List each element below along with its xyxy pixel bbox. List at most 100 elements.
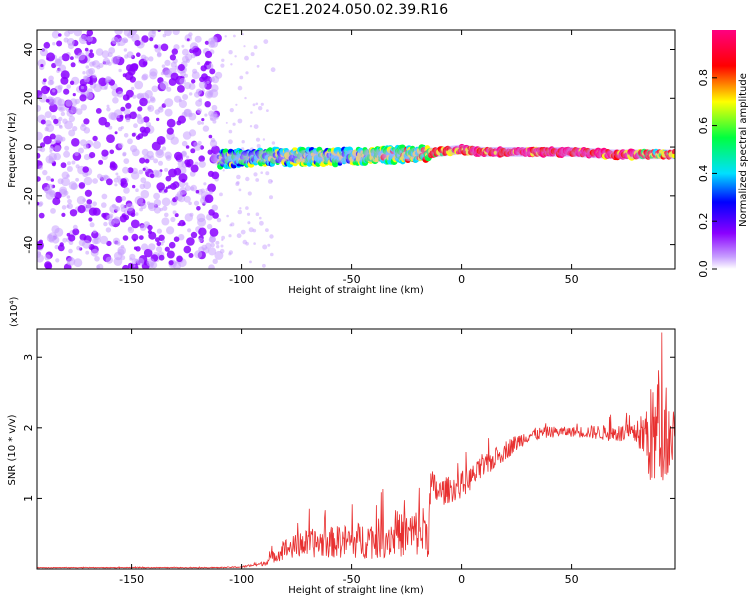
noise-blob — [247, 191, 252, 196]
noise-blob — [89, 61, 95, 67]
noise-blob — [225, 121, 228, 124]
noise-blob — [140, 119, 145, 123]
noise-blob — [228, 250, 233, 255]
noise-blob — [208, 264, 215, 269]
noise-blob — [85, 65, 90, 69]
noise-blob — [267, 243, 271, 247]
noise-blob — [70, 56, 74, 60]
noise-blob — [72, 93, 76, 97]
noise-blob — [156, 182, 165, 191]
noise-blob — [80, 34, 88, 42]
noise-blob — [58, 64, 67, 73]
noise-blob — [130, 219, 140, 229]
noise-blob — [237, 118, 243, 124]
snr-panel: -150 -100 -50 0 50 1 2 3 Height of straight li… — [7, 296, 676, 596]
noise-blob — [52, 42, 56, 46]
noise-blob — [126, 51, 134, 59]
noise-blob — [157, 52, 162, 57]
noise-blob — [123, 133, 129, 138]
noise-blob — [177, 85, 185, 93]
noise-blob — [49, 79, 55, 85]
noise-blob — [111, 56, 120, 65]
noise-blob — [134, 196, 144, 205]
noise-blob — [164, 98, 174, 108]
noise-blob — [141, 35, 149, 43]
noise-blob — [86, 35, 93, 43]
noise-blob — [67, 199, 72, 204]
noise-blob — [149, 155, 155, 161]
noise-blob — [247, 221, 251, 225]
noise-blob — [204, 50, 213, 59]
noise-blob — [136, 93, 142, 99]
y-tick-label: -20 — [22, 187, 35, 205]
spectrogram-frame — [36, 29, 676, 270]
noise-blob — [83, 154, 91, 161]
noise-blob — [163, 189, 168, 193]
x-tick-label: -150 — [119, 273, 144, 286]
noise-blob — [47, 97, 57, 106]
noise-blob — [200, 188, 205, 193]
noise-blob — [120, 244, 125, 249]
noise-blob — [212, 258, 218, 264]
noise-blob — [204, 194, 214, 203]
noise-blob — [85, 250, 90, 255]
noise-blob — [83, 76, 90, 83]
noise-blob — [130, 86, 135, 91]
noise-blob — [104, 86, 108, 90]
noise-blob — [196, 108, 202, 114]
noise-blob — [208, 247, 217, 256]
noise-blob — [123, 108, 131, 115]
noise-blob — [172, 30, 180, 36]
noise-blob — [250, 52, 255, 57]
noise-blob — [131, 233, 139, 241]
noise-blob — [211, 171, 220, 180]
noise-blob — [124, 71, 134, 81]
noise-blob — [239, 75, 244, 80]
noise-blob — [54, 145, 61, 153]
noise-blob — [73, 30, 82, 37]
noise-blob — [70, 62, 76, 68]
noise-blob — [172, 210, 177, 215]
noise-blob — [109, 149, 115, 155]
noise-blob — [111, 36, 119, 45]
noise-blob — [125, 102, 132, 109]
noise-blob — [108, 219, 115, 227]
noise-blob — [164, 212, 169, 218]
noise-blob — [139, 207, 144, 212]
noise-blob — [66, 109, 74, 117]
noise-blob — [186, 159, 194, 166]
noise-blob — [115, 172, 119, 176]
noise-blob — [178, 98, 182, 102]
x-tick-label: -150 — [119, 573, 144, 586]
noise-blob — [64, 145, 70, 151]
noise-blob — [176, 255, 183, 263]
noise-blob — [78, 182, 86, 189]
noise-blob — [137, 106, 143, 112]
noise-blob — [118, 126, 123, 132]
noise-blob — [81, 123, 85, 127]
noise-blob — [75, 108, 83, 115]
noise-blob — [191, 71, 200, 80]
noise-blob — [115, 195, 123, 203]
noise-blob — [86, 30, 94, 37]
noise-blob — [229, 108, 234, 113]
noise-blob — [179, 77, 186, 85]
noise-blob — [129, 30, 138, 35]
noise-blob — [148, 243, 156, 251]
noise-blob — [40, 63, 44, 68]
noise-blob — [120, 255, 126, 261]
noise-blob — [209, 139, 218, 148]
noise-blob — [255, 137, 261, 142]
noise-blob — [245, 71, 249, 75]
colorbar-tick-label: 0.4 — [697, 165, 710, 183]
ridge-cell — [362, 147, 368, 152]
noise-blob — [134, 212, 139, 216]
noise-blob — [228, 139, 233, 145]
noise-blob — [53, 118, 59, 125]
noise-blob — [86, 199, 93, 205]
noise-blob — [105, 256, 113, 264]
noise-blob — [143, 181, 152, 190]
noise-blob — [83, 176, 93, 186]
noise-blob — [144, 90, 153, 99]
noise-blob — [102, 57, 111, 66]
